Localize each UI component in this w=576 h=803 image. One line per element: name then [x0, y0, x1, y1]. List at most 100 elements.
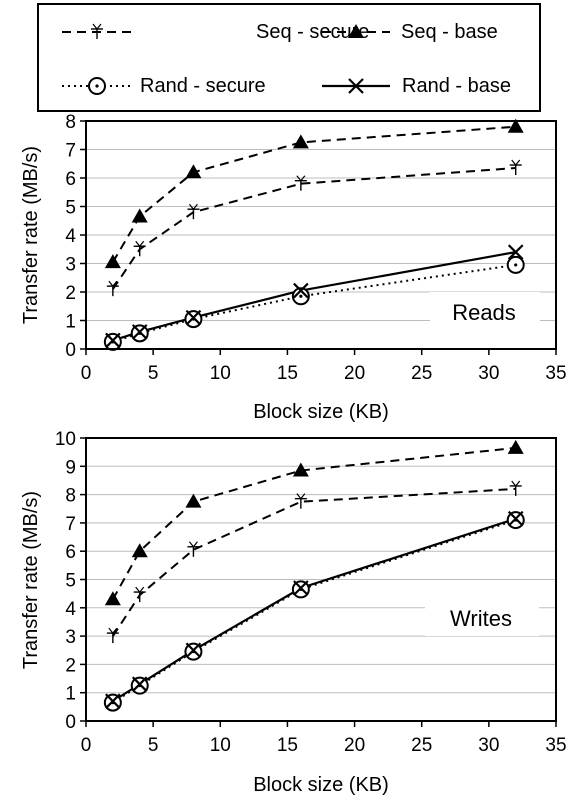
reads-series-line-seq-secure: [112, 167, 516, 290]
legend-symbol-seq-secure: [62, 23, 132, 39]
reads-y-tick-label: 5: [65, 198, 76, 219]
reads-x-tick-label: 30: [478, 363, 499, 384]
reads-y-tick-label: 1: [65, 312, 76, 333]
writes-y-tick-label: 7: [65, 514, 76, 535]
writes-point-rand-base: [185, 642, 202, 659]
writes-panel-label-bg: [425, 598, 539, 636]
writes-x-tick-label: 10: [210, 735, 231, 756]
reads-series: [103, 118, 525, 351]
writes-y-tick-label: 0: [65, 712, 76, 733]
reads-panel-label: Reads: [452, 300, 516, 325]
reads-point-seq-base: [292, 134, 309, 149]
writes-point-rand-base: [293, 580, 309, 596]
reads-point-rand-secure: [291, 287, 310, 306]
reads-point-rand-base: [507, 244, 524, 260]
reads-point-seq-secure: [187, 203, 200, 220]
reads-series-line-seq-base: [112, 125, 516, 263]
legend-item-seq-base: Seq - base: [322, 21, 498, 43]
writes-series-line-seq-secure: [112, 487, 516, 637]
reads-point-seq-secure: [509, 159, 522, 176]
reads-x-tick-label: 20: [344, 363, 365, 384]
writes-point-seq-secure: [133, 586, 146, 603]
reads-ticks: 0 1 2 3 4 5 6 7 8 0 5 10 15 20 25 30 35: [65, 112, 566, 384]
writes-series: [103, 439, 525, 712]
legend-symbol-seq-base: [322, 24, 390, 38]
writes-y-tick-label: 6: [65, 542, 76, 563]
writes-point-seq-base: [292, 462, 309, 477]
writes-chart: Writes 0 1 2 3 4 5 6 7 8 9 10 0 5 10 15 20 25 30 35 Block …: [20, 429, 567, 796]
writes-point-seq-secure: [106, 627, 119, 644]
legend-item-rand-secure: Rand - secure: [62, 75, 266, 97]
reads-panel-label-bg: [430, 292, 540, 330]
writes-y-tick-label: 8: [65, 486, 76, 507]
writes-point-rand-base: [131, 676, 148, 692]
reads-point-rand-base: [131, 324, 148, 340]
writes-y-axis-label: Transfer rate (MB/s): [20, 491, 42, 669]
writes-point-seq-base: [104, 591, 121, 606]
reads-series-line-rand-secure: [112, 263, 516, 343]
writes-x-tick-label: 35: [545, 735, 566, 756]
reads-x-tick-label: 0: [81, 363, 92, 384]
reads-point-seq-secure: [294, 175, 307, 191]
writes-point-rand-base: [105, 693, 121, 709]
reads-point-seq-base: [131, 208, 148, 223]
writes-y-tick-label: 5: [65, 571, 76, 592]
reads-y-tick-label: 0: [65, 340, 76, 361]
legend-label-rand-base: Rand - base: [402, 75, 511, 97]
reads-x-tick-label: 25: [411, 363, 432, 384]
writes-y-tick-label: 10: [55, 429, 76, 450]
writes-x-tick-label: 5: [148, 735, 159, 756]
reads-point-seq-base: [185, 164, 202, 179]
writes-x-tick-label: 0: [81, 735, 92, 756]
writes-x-tick-label: 30: [478, 735, 499, 756]
writes-point-rand-base: [507, 510, 524, 527]
reads-y-tick-label: 3: [65, 255, 76, 276]
writes-y-tick-label: 3: [65, 627, 76, 648]
legend-label-seq-base: Seq - base: [401, 21, 498, 43]
writes-point-seq-base: [131, 543, 148, 558]
reads-y-tick-label: 6: [65, 169, 76, 190]
writes-point-seq-base: [185, 493, 202, 508]
legend-label-rand-secure: Rand - secure: [140, 75, 266, 97]
writes-panel-label: Writes: [450, 606, 512, 631]
reads-point-rand-secure: [506, 255, 525, 274]
legend-marker: [348, 24, 364, 38]
reads-y-tick-label: 2: [65, 283, 76, 304]
writes-point-seq-base: [507, 439, 524, 454]
reads-x-tick-label: 15: [277, 363, 298, 384]
reads-point-seq-secure: [106, 280, 119, 297]
reads-y-axis-label: Transfer rate (MB/s): [20, 146, 42, 324]
legend-symbol-rand-secure: [62, 77, 132, 95]
writes-series-line-seq-base: [112, 446, 516, 600]
writes-point-seq-secure: [294, 493, 307, 509]
legend-marker: [348, 78, 364, 94]
writes-x-tick-label: 25: [411, 735, 432, 756]
legend-item-rand-base: Rand - base: [322, 75, 511, 97]
reads-y-tick-label: 8: [65, 112, 76, 133]
writes-y-tick-label: 9: [65, 457, 76, 478]
reads-x-axis-label: Block size (KB): [253, 401, 389, 423]
writes-point-seq-secure: [187, 541, 200, 557]
legend-symbol-rand-base: [322, 78, 390, 94]
legend-box: [37, 3, 541, 112]
reads-x-tick-label: 35: [545, 363, 566, 384]
writes-y-tick-label: 1: [65, 684, 76, 705]
writes-y-tick-label: 2: [65, 655, 76, 676]
reads-y-tick-label: 7: [65, 141, 76, 162]
writes-y-tick-label: 4: [65, 599, 76, 620]
reads-point-seq-base: [104, 254, 121, 269]
writes-point-seq-secure: [509, 480, 522, 496]
reads-x-tick-label: 10: [210, 363, 231, 384]
legend-item-seq-secure: Seq - secure: [62, 21, 369, 43]
reads-point-rand-base: [185, 309, 202, 326]
legend-marker: [88, 77, 106, 95]
reads-chart: Reads 0 1 2 3 4 5 6 7 8 0 5 10 15 20 25 30 35 Block size…: [20, 112, 567, 423]
reads-point-seq-secure: [133, 240, 146, 257]
legend-label-seq-secure: Seq - secure: [256, 21, 369, 43]
reads-x-tick-label: 5: [148, 363, 159, 384]
reads-point-rand-base: [105, 332, 121, 349]
writes-series-line-rand-secure: [112, 519, 517, 704]
legend: Seq - secure Seq - base Rand - secure Ra…: [37, 3, 541, 112]
legend-marker: [91, 23, 103, 39]
